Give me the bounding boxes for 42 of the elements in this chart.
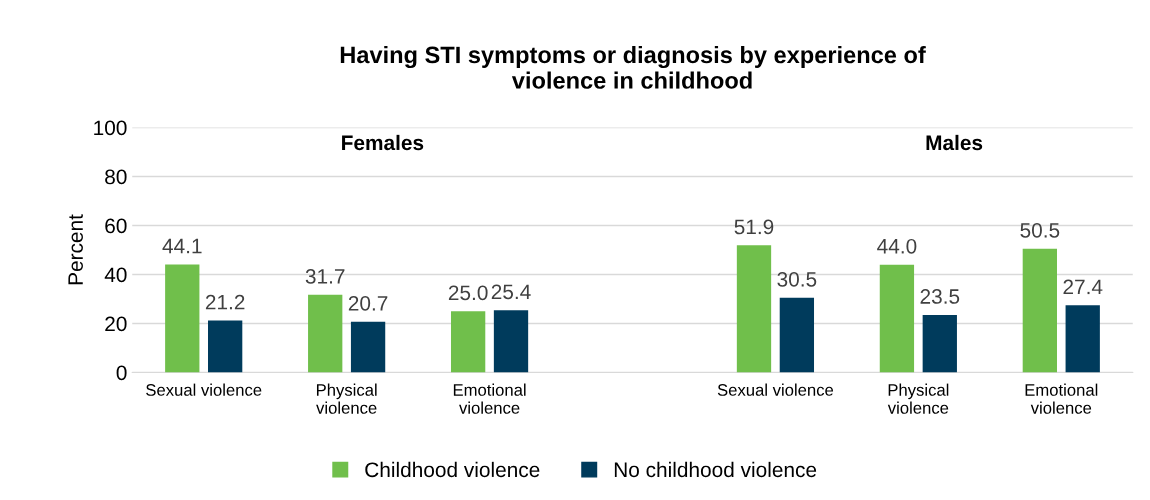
data-label: 21.2 <box>205 294 245 310</box>
x-tick-label: Sexual violence <box>146 383 262 396</box>
data-label: 25.4 <box>491 284 531 300</box>
bar <box>450 311 486 373</box>
bar <box>1022 248 1057 373</box>
bar <box>779 297 815 373</box>
bar <box>879 264 915 373</box>
y-tick-label: 0 <box>116 365 127 381</box>
y-tick-label: 100 <box>94 120 127 136</box>
legend-label: No childhood violence <box>614 461 817 478</box>
bar <box>922 314 957 373</box>
bar <box>308 294 343 373</box>
legend-label: Childhood violence <box>365 461 540 478</box>
x-tick-label: Sexual violence <box>717 383 834 396</box>
x-tick-label: Emotional violence <box>453 383 526 414</box>
data-label: 20.7 <box>348 295 388 311</box>
bar <box>736 245 772 373</box>
y-tick-label: 80 <box>105 169 127 185</box>
data-label: 51.9 <box>734 219 774 235</box>
data-label: 30.5 <box>777 271 817 287</box>
data-label: 44.0 <box>877 238 917 254</box>
data-label: 31.7 <box>305 269 345 284</box>
x-tick-label: Physical violence <box>887 383 949 414</box>
data-label: 25.0 <box>448 285 488 301</box>
annotation: Males <box>926 134 983 151</box>
data-label: 44.1 <box>162 238 202 254</box>
bar <box>165 264 200 373</box>
data-label: 50.5 <box>1020 222 1060 238</box>
x-tick-label: Emotional violence <box>1025 383 1098 414</box>
annotation: Females <box>342 134 424 151</box>
data-label: 27.4 <box>1063 279 1103 295</box>
y-tick-label: 60 <box>105 218 127 234</box>
bar <box>208 320 243 373</box>
y-tick-label: 40 <box>104 267 127 283</box>
y-tick-label: 20 <box>105 316 127 332</box>
data-label: 23.5 <box>920 289 960 304</box>
bar <box>1065 305 1100 373</box>
y-axis-title: Percent <box>68 214 83 285</box>
bar <box>350 321 386 373</box>
chart-title: Having STI symptoms or diagnosis by experience of violence in childhood <box>340 45 926 89</box>
x-tick-label: Physical violence <box>316 383 377 414</box>
bar <box>493 310 529 373</box>
